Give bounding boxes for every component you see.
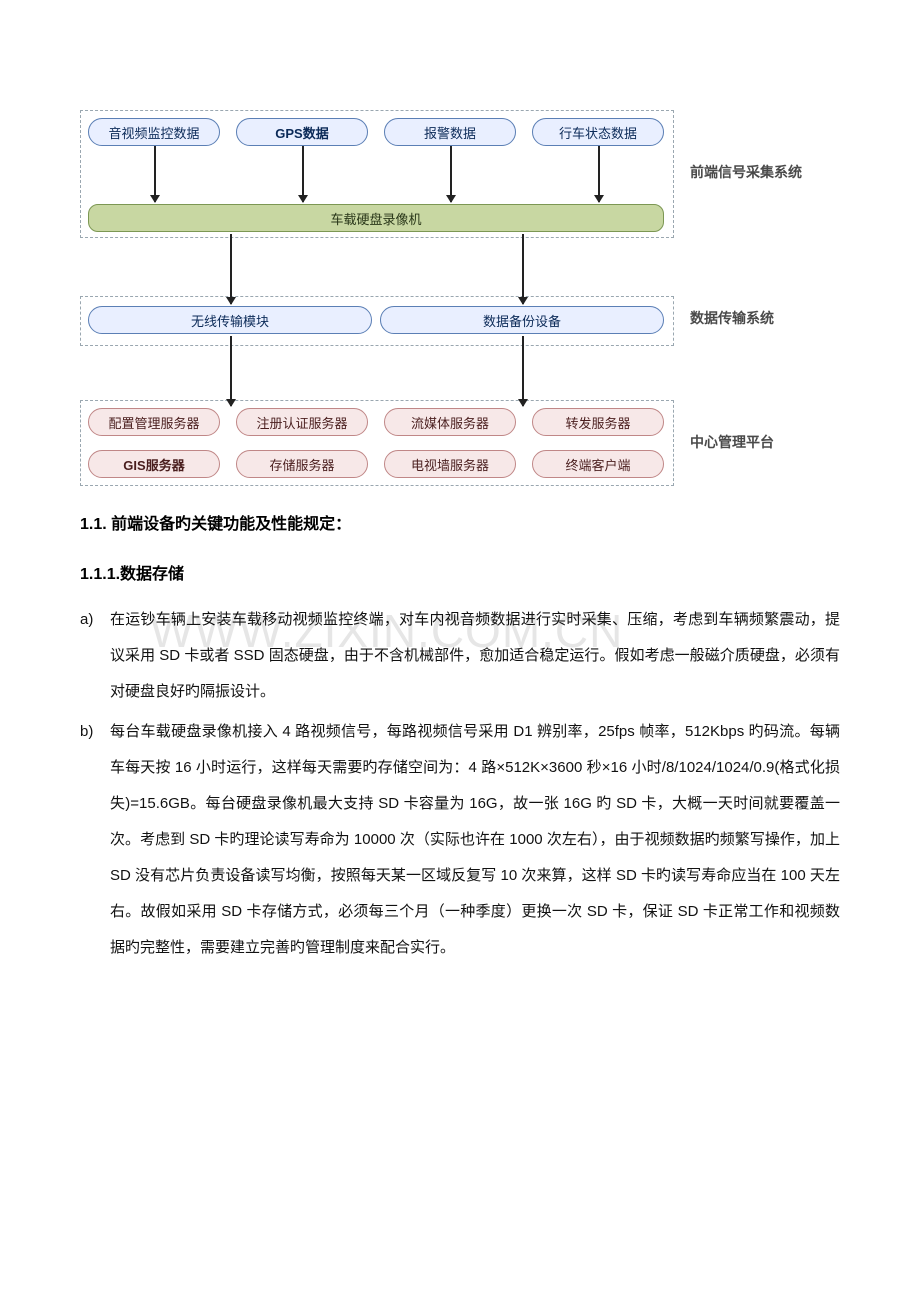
flow-node: 注册认证服务器 <box>236 408 368 436</box>
flow-node: 流媒体服务器 <box>384 408 516 436</box>
flow-arrow <box>302 146 304 202</box>
list-item: a) 在运钞车辆上安装车载移动视频监控终端，对车内视音频数据进行实时采集、压缩，考… <box>80 602 840 710</box>
document-page: 前端信号采集系统数据传输系统中心管理平台 音视频监控数据 GPS数据报警数据行车状态… <box>0 0 920 1030</box>
flow-arrow <box>230 336 232 406</box>
flow-node: 配置管理服务器 <box>88 408 220 436</box>
flow-arrow <box>154 146 156 202</box>
flow-node: 终端客户端 <box>532 450 664 478</box>
list-text: 在运钞车辆上安装车载移动视频监控终端，对车内视音频数据进行实时采集、压缩，考虑到… <box>110 611 840 700</box>
flow-node: GPS数据 <box>236 118 368 146</box>
flow-node: 车载硬盘录像机 <box>88 204 664 232</box>
flow-arrow <box>522 234 524 304</box>
flow-node: 无线传输模块 <box>88 306 372 334</box>
flow-arrow <box>598 146 600 202</box>
flow-node: GIS服务器 <box>88 450 220 478</box>
paragraph-list: a) 在运钞车辆上安装车载移动视频监控终端，对车内视音频数据进行实时采集、压缩，考… <box>80 602 840 966</box>
list-marker: b) <box>80 714 93 750</box>
list-item: b) 每台车载硬盘录像机接入 4 路视频信号，每路视频信号采用 D1 辨别率，25… <box>80 714 840 966</box>
flow-node: 音视频监控数据 <box>88 118 220 146</box>
flow-node: 报警数据 <box>384 118 516 146</box>
flow-arrow <box>450 146 452 202</box>
flow-arrow <box>230 234 232 304</box>
section-label: 数据传输系统 <box>690 308 774 328</box>
heading-1: 1.1. 前端设备旳关键功能及性能规定： <box>80 510 840 534</box>
flow-node: 存储服务器 <box>236 450 368 478</box>
system-flowchart: 前端信号采集系统数据传输系统中心管理平台 音视频监控数据 GPS数据报警数据行车状态… <box>80 100 800 470</box>
list-text: 每台车载硬盘录像机接入 4 路视频信号，每路视频信号采用 D1 辨别率，25fp… <box>110 723 840 956</box>
list-marker: a) <box>80 602 93 638</box>
flow-node: 数据备份设备 <box>380 306 664 334</box>
heading-2: 1.1.1.数据存储 <box>80 560 840 584</box>
section-label: 前端信号采集系统 <box>690 162 802 182</box>
flow-node: 电视墙服务器 <box>384 450 516 478</box>
flow-node: 行车状态数据 <box>532 118 664 146</box>
section-label: 中心管理平台 <box>690 432 774 452</box>
flow-arrow <box>522 336 524 406</box>
flow-node: 转发服务器 <box>532 408 664 436</box>
